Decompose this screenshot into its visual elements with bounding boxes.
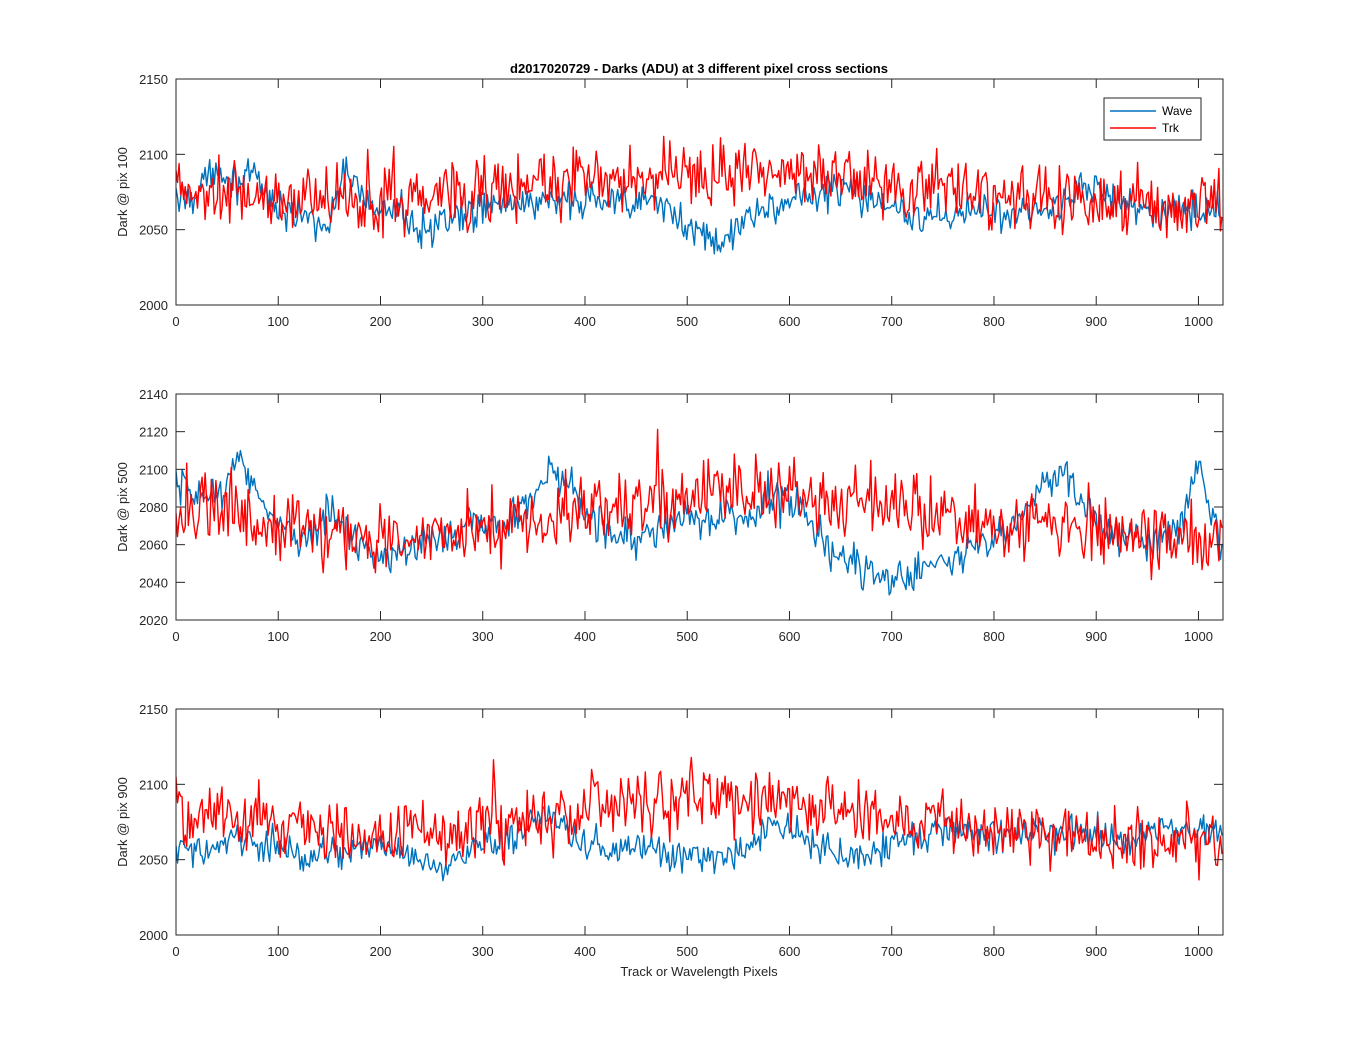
x-tick-label: 300 bbox=[472, 314, 494, 329]
x-tick-label: 1000 bbox=[1184, 944, 1213, 959]
x-tick-label: 900 bbox=[1085, 314, 1107, 329]
subplot-1: 0 100 200 300 400 500 600 700 800 900 1000 2000 2050… bbox=[115, 72, 1224, 329]
x-tick-label: 800 bbox=[983, 944, 1005, 959]
x-tick-label: 100 bbox=[267, 944, 289, 959]
axes-box bbox=[175, 708, 1224, 936]
series-line-wave bbox=[176, 449, 1223, 596]
x-tick-label: 700 bbox=[881, 314, 903, 329]
x-tick-label: 1000 bbox=[1184, 314, 1213, 329]
series-line-trk bbox=[176, 135, 1223, 239]
x-tick-label: 100 bbox=[267, 629, 289, 644]
x-tick-label: 900 bbox=[1085, 629, 1107, 644]
x-tick-label: 400 bbox=[574, 629, 596, 644]
series-line-trk bbox=[176, 428, 1223, 581]
y-tick-label: 2150 bbox=[139, 72, 168, 87]
axes-box bbox=[175, 78, 1224, 306]
legend-box bbox=[1103, 97, 1202, 141]
x-tick-label: 1000 bbox=[1184, 629, 1213, 644]
x-tick-label: 0 bbox=[172, 314, 179, 329]
subplot-2: 0 100 200 300 400 500 600 700 800 900 1000 2020 2040… bbox=[115, 387, 1224, 644]
legend-entry: Trk bbox=[1162, 121, 1180, 135]
x-tick-label: 800 bbox=[983, 314, 1005, 329]
series-line-wave bbox=[176, 805, 1223, 882]
y-tick-label: 2050 bbox=[139, 223, 168, 238]
x-tick-label: 200 bbox=[370, 314, 392, 329]
y-axis-label: Dark @ pix 100 bbox=[115, 147, 130, 237]
series-group bbox=[176, 756, 1223, 882]
y-tick-label: 2100 bbox=[139, 777, 168, 792]
y-tick-label: 2120 bbox=[139, 425, 168, 440]
x-tick-label: 300 bbox=[472, 629, 494, 644]
y-tick-label: 2100 bbox=[139, 147, 168, 162]
subplots: 0 100 200 300 400 500 600 700 800 900 100020002050… bbox=[115, 72, 1224, 959]
legend-entry: Wave bbox=[1162, 104, 1193, 118]
y-tick-label: 2000 bbox=[139, 928, 168, 943]
y-tick-label: 2100 bbox=[139, 462, 168, 477]
y-tick-label: 2000 bbox=[139, 298, 168, 313]
series-line-trk bbox=[176, 756, 1223, 881]
x-tick-label: 100 bbox=[267, 314, 289, 329]
x-tick-label: 200 bbox=[370, 944, 392, 959]
x-tick-label: 0 bbox=[172, 944, 179, 959]
x-axis-label: Track or Wavelength Pixels bbox=[620, 964, 778, 979]
x-tick-label: 900 bbox=[1085, 944, 1107, 959]
x-tick-label: 500 bbox=[676, 944, 698, 959]
subplot-3: 0 100 200 300 400 500 600 700 800 900 1000 2000 2050… bbox=[115, 702, 1224, 959]
x-tick-label: 200 bbox=[370, 629, 392, 644]
y-tick-label: 2020 bbox=[139, 613, 168, 628]
y-tick-label: 2150 bbox=[139, 702, 168, 717]
x-tick-label: 600 bbox=[779, 314, 801, 329]
y-axis-label: Dark @ pix 500 bbox=[115, 462, 130, 552]
x-tick-label: 500 bbox=[676, 629, 698, 644]
x-tick-label: 700 bbox=[881, 629, 903, 644]
x-tick-label: 300 bbox=[472, 944, 494, 959]
figure-title: d2017020729 - Darks (ADU) at 3 different… bbox=[510, 61, 888, 76]
x-tick-label: 700 bbox=[881, 944, 903, 959]
y-tick-label: 2080 bbox=[139, 500, 168, 515]
x-tick-label: 500 bbox=[676, 314, 698, 329]
x-tick-label: 600 bbox=[779, 629, 801, 644]
x-tick-label: 400 bbox=[574, 944, 596, 959]
series-group bbox=[176, 428, 1223, 596]
x-tick-label: 0 bbox=[172, 629, 179, 644]
legend: Wave Trk bbox=[1103, 97, 1202, 141]
y-axis-label: Dark @ pix 900 bbox=[115, 777, 130, 867]
x-tick-label: 600 bbox=[779, 944, 801, 959]
y-tick-label: 2050 bbox=[139, 853, 168, 868]
y-tick-label: 2040 bbox=[139, 575, 168, 590]
series-group bbox=[176, 135, 1223, 255]
x-tick-label: 800 bbox=[983, 629, 1005, 644]
y-tick-label: 2060 bbox=[139, 538, 168, 553]
y-tick-label: 2140 bbox=[139, 387, 168, 402]
x-tick-label: 400 bbox=[574, 314, 596, 329]
